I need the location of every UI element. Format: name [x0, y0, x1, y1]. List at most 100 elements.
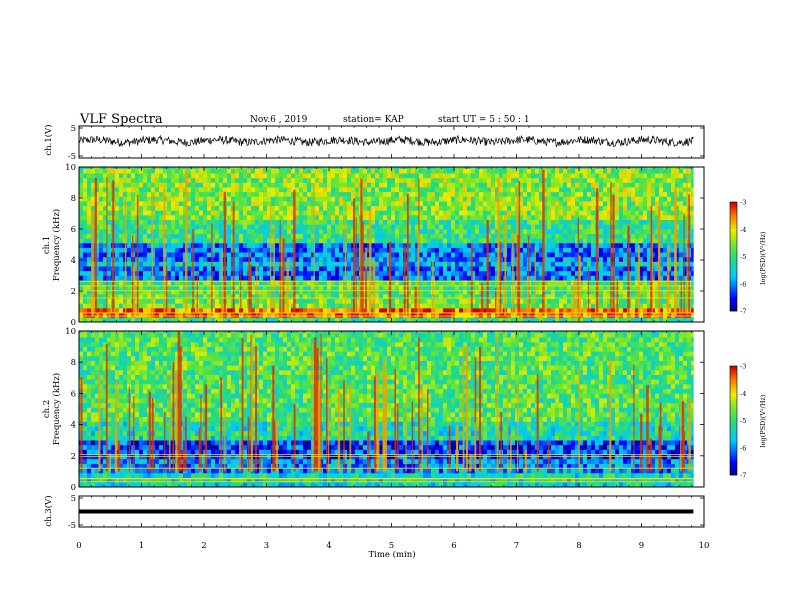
ch1-spec-cell	[327, 266, 332, 272]
ch1-spec-cell	[339, 224, 344, 230]
ch1-spec-cell	[663, 191, 668, 197]
ch1-spec-cell	[523, 224, 528, 230]
ch1-spec-cell	[123, 187, 128, 193]
ch1-spec-cell	[647, 275, 652, 281]
ch1-spec-cell	[527, 205, 532, 211]
ch1-spec-cell	[471, 312, 476, 318]
ch1-spec-cell	[307, 298, 312, 304]
ch1-spec-cell	[111, 317, 116, 323]
ch1-spec-cell	[391, 205, 396, 211]
ch1-spec-cell	[203, 275, 208, 281]
ch1-spec-cell	[327, 177, 332, 183]
ch1-spec-cell	[339, 177, 344, 183]
ch1-spec-cell	[567, 196, 572, 202]
ch1-spec-cell	[299, 270, 304, 276]
ch1-spec-cell	[543, 191, 548, 197]
ch1-spec-cell	[523, 312, 528, 318]
ch1-spec-cell	[275, 294, 280, 300]
ch1-spec-cell	[203, 173, 208, 179]
ch1-spec-cell	[371, 247, 376, 253]
ch1-spec-cell	[347, 303, 352, 309]
ch1-spec-cell	[671, 210, 676, 216]
ch1-spec-cell	[503, 173, 508, 179]
ch1-spec-cell	[319, 312, 324, 318]
ch1-spec-cell	[91, 196, 96, 202]
ch1-spec-cell	[431, 191, 436, 197]
ch1-spec-cell	[551, 252, 556, 258]
ch1-spec-cell	[335, 261, 340, 267]
ch1-spec-cell	[119, 191, 124, 197]
ch1-spec-cell	[251, 219, 256, 225]
ch1-spec-cell	[535, 196, 540, 202]
ch1-spec-cell	[639, 205, 644, 211]
ch1-spec-cell	[619, 266, 624, 272]
ch1-spec-cell	[115, 233, 120, 239]
ch1-spec-cell	[127, 303, 132, 309]
ch1-spec-cell	[463, 205, 468, 211]
ch1-spec-cell	[291, 187, 296, 193]
ch1-spec-cell	[655, 247, 660, 253]
ch1-spec-cell	[651, 317, 656, 323]
ch1-spec-cell	[447, 224, 452, 230]
ch1-spec-cell	[679, 201, 684, 207]
ch1-spec-cell	[443, 215, 448, 220]
ch1-spec-cell	[375, 215, 380, 220]
ch1-spec-cell	[355, 182, 360, 188]
ch1-spec-cell	[459, 298, 464, 304]
ch1-spec-cell	[303, 238, 308, 244]
ch1-spec-cell	[251, 201, 256, 207]
ch1-spec-cell	[543, 284, 548, 290]
ch1-spec-cell	[107, 182, 112, 188]
ch1-spec-cell	[451, 196, 456, 202]
ch1-spec-cell	[119, 247, 124, 253]
ch1-spec-cell	[599, 270, 604, 276]
ch1-spec-cell	[251, 233, 256, 239]
ch1-spec-cell	[319, 284, 324, 290]
ch1-spec-cell	[487, 308, 492, 313]
ch1-spec-cell	[207, 252, 212, 258]
ch1-spec-cell	[671, 187, 676, 193]
ch1-spec-cell	[551, 210, 556, 216]
ch1-spec-cell	[487, 270, 492, 276]
ch1-spec-cell	[311, 270, 316, 276]
ch1-spec-cell	[271, 219, 276, 225]
ch1-spec-cell	[315, 224, 320, 230]
ch1-spec-cell	[171, 284, 176, 290]
ch1-spec-cell	[419, 224, 424, 230]
ch1-spec-cell	[563, 219, 568, 225]
ch1-spec-cell	[119, 233, 124, 239]
ch1-spec-cell	[459, 201, 464, 207]
ch1-spec-cell	[231, 182, 236, 188]
ch1-spec-cell	[235, 177, 240, 183]
ch1-spec-cell	[451, 312, 456, 318]
ch1-spec-cell	[155, 289, 160, 295]
ch1-spec-cell	[327, 215, 332, 220]
ch1-spec-cell	[131, 317, 136, 323]
ch1-spec-cell	[347, 173, 352, 179]
ch1-spec-cell	[295, 242, 300, 248]
ch1-spec-cell	[579, 270, 584, 276]
ch1-spec-cell	[591, 266, 596, 272]
ch1-spec-cell	[615, 238, 620, 244]
ch1-spec-cell	[607, 201, 612, 207]
ch1-spec-cell	[599, 303, 604, 309]
ch1-spec-cell	[343, 205, 348, 211]
ch1-spec-cell	[327, 219, 332, 225]
ch1-spec-cell	[263, 275, 268, 281]
ch1-spec-cell	[603, 210, 608, 216]
ch1-spec-cell	[547, 191, 552, 197]
ch1-spec-cell	[679, 256, 684, 262]
ch1-spec-cell	[287, 205, 292, 211]
ch1-spec-cell	[315, 215, 320, 220]
ch1-spec-cell	[415, 289, 420, 295]
ch1-spec-cell	[555, 205, 560, 211]
ch1-spec-cell	[335, 312, 340, 318]
ch1-spec-cell	[335, 289, 340, 295]
ch1-spec-cell	[487, 280, 492, 286]
ch1-spec-cell	[431, 182, 436, 188]
ch1-spec-cell	[427, 229, 432, 234]
ch1-spec-cell	[107, 210, 112, 216]
ch1-spec-cell	[579, 303, 584, 309]
ch1-spec-cell	[99, 205, 104, 211]
ch1-spec-cell	[495, 224, 500, 230]
